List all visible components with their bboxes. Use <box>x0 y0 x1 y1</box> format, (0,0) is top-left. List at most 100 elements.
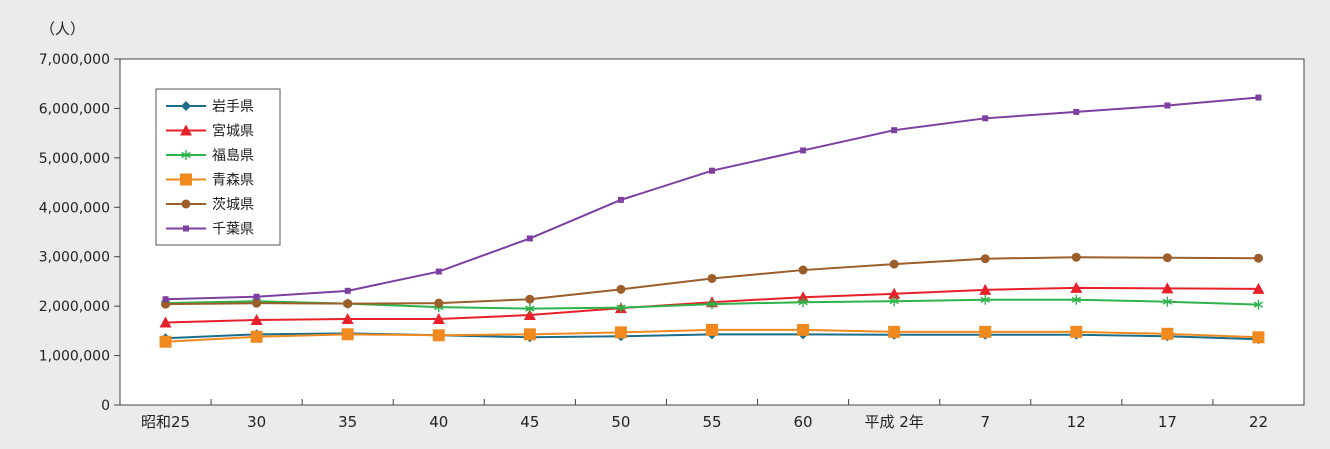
legend-item: 岩手県 <box>166 99 254 115</box>
y-tick-label: 4,000,000 <box>39 200 110 216</box>
data-point <box>253 293 260 300</box>
data-point <box>250 330 263 343</box>
data-point <box>526 235 533 242</box>
legend-item: 千葉県 <box>166 222 254 238</box>
data-point <box>982 115 989 122</box>
data-point <box>798 265 808 275</box>
series-6 <box>162 94 1262 303</box>
data-point <box>1070 325 1083 338</box>
data-point <box>1255 94 1262 101</box>
y-tick-label: 0 <box>101 398 110 414</box>
y-tick-label: 5,000,000 <box>39 151 110 167</box>
x-tick-label: 22 <box>1249 413 1268 431</box>
data-point <box>1253 299 1264 310</box>
data-point <box>979 325 992 338</box>
legend-marker <box>181 150 191 160</box>
data-point <box>888 287 901 299</box>
data-point <box>343 299 353 309</box>
data-point <box>800 147 807 154</box>
data-point <box>1071 252 1081 262</box>
legend-label: 福島県 <box>212 148 254 164</box>
data-point <box>616 302 626 313</box>
data-point <box>706 323 718 336</box>
data-point <box>1164 102 1171 109</box>
y-axis: 0 1,000,000 2,000,000 3,000,000 4,000,000 5,0… <box>39 52 120 414</box>
x-tick-label: 12 <box>1067 413 1086 431</box>
data-point <box>525 303 535 314</box>
data-point <box>159 316 172 328</box>
y-tick-label: 3,000,000 <box>39 250 110 266</box>
data-point <box>1073 108 1080 115</box>
x-tick-label: 7 <box>980 413 990 431</box>
data-point <box>432 312 445 324</box>
x-axis: 昭和25 30 35 40 45 50 55 60 平成 2年 7 12 17 22 <box>119 399 1305 431</box>
legend-item: 宮城県 <box>166 124 254 140</box>
data-point <box>616 284 626 294</box>
data-point <box>341 328 354 341</box>
legend-marker <box>181 199 191 209</box>
data-point <box>162 296 169 303</box>
data-point <box>432 329 445 342</box>
x-tick-label: 平成 2年 <box>864 413 923 431</box>
data-point <box>159 335 172 348</box>
y-unit-label: （人） <box>40 20 85 38</box>
y-tick-label: 1,000,000 <box>39 349 110 365</box>
data-point <box>980 254 990 264</box>
legend-label: 千葉県 <box>212 222 254 238</box>
data-point <box>707 273 717 283</box>
data-point <box>523 328 536 341</box>
data-point <box>252 298 262 308</box>
legend-item: 青森県 <box>166 173 254 189</box>
data-point <box>341 312 354 324</box>
data-point <box>525 294 535 304</box>
x-tick-label: 30 <box>247 413 266 431</box>
data-point <box>435 268 442 275</box>
series-4 <box>159 323 1265 348</box>
legend-label: 青森県 <box>212 173 254 189</box>
data-point <box>344 287 351 294</box>
data-point <box>709 167 715 174</box>
data-point <box>797 291 810 303</box>
y-tick-label: 2,000,000 <box>39 299 110 315</box>
legend-label: 岩手県 <box>212 99 254 115</box>
data-point <box>614 326 627 339</box>
data-point <box>707 299 717 310</box>
x-tick-label: 55 <box>702 413 721 431</box>
legend-label: 宮城県 <box>212 124 254 140</box>
data-point <box>617 196 624 203</box>
data-point <box>1071 294 1081 305</box>
legend-box <box>155 88 281 246</box>
data-point <box>889 296 899 307</box>
data-point <box>797 323 810 336</box>
data-point <box>888 325 901 338</box>
data-point <box>1253 253 1263 263</box>
data-point <box>1252 282 1265 294</box>
x-tick-label: 45 <box>520 413 539 431</box>
data-point <box>1161 327 1174 340</box>
x-tick-label: 17 <box>1158 413 1177 431</box>
legend-label: 茨城県 <box>212 197 254 213</box>
data-point <box>891 127 898 134</box>
data-point <box>798 297 808 308</box>
legend-item: 福島県 <box>166 148 254 164</box>
x-tick-label: 35 <box>338 413 357 431</box>
legend-marker <box>180 124 192 136</box>
legend-marker <box>181 101 191 111</box>
data-point <box>1252 331 1265 344</box>
legend-marker <box>183 225 189 232</box>
data-point <box>979 283 992 295</box>
data-point <box>250 313 263 325</box>
data-point <box>1162 296 1173 307</box>
legend-marker <box>180 173 192 186</box>
legend-item: 茨城県 <box>166 197 254 213</box>
x-tick-label: 40 <box>429 413 448 431</box>
data-point <box>1161 282 1174 294</box>
data-point <box>1162 253 1172 263</box>
x-tick-label: 50 <box>611 413 630 431</box>
series-layer <box>159 94 1265 348</box>
data-point <box>523 309 536 321</box>
plot-area <box>119 58 1305 406</box>
